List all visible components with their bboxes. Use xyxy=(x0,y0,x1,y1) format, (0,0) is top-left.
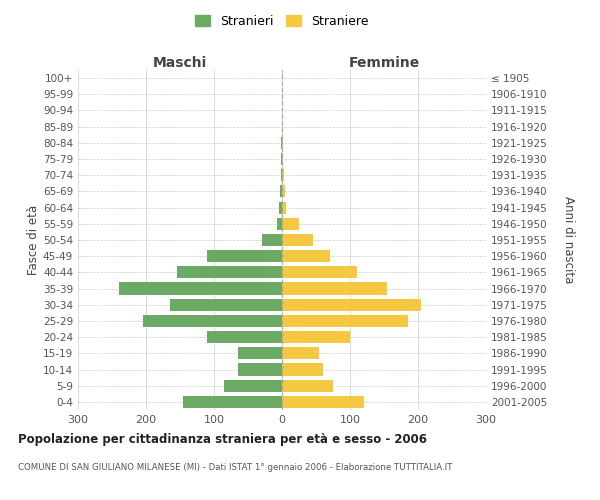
Bar xyxy=(238,348,282,360)
Bar xyxy=(282,266,357,278)
Bar xyxy=(279,202,282,213)
Y-axis label: Fasce di età: Fasce di età xyxy=(27,205,40,275)
Bar xyxy=(184,396,282,408)
Bar xyxy=(280,186,282,198)
Bar xyxy=(143,315,282,327)
Bar xyxy=(281,153,282,165)
Text: Femmine: Femmine xyxy=(349,56,419,70)
Bar xyxy=(119,282,282,294)
Bar xyxy=(282,186,285,198)
Bar xyxy=(282,250,329,262)
Bar xyxy=(282,218,299,230)
Bar xyxy=(262,234,282,246)
Text: Popolazione per cittadinanza straniera per età e sesso - 2006: Popolazione per cittadinanza straniera p… xyxy=(18,432,427,446)
Bar xyxy=(281,169,282,181)
Bar xyxy=(282,120,283,132)
Bar xyxy=(282,298,421,311)
Bar xyxy=(282,282,388,294)
Bar xyxy=(282,315,408,327)
Bar xyxy=(281,137,282,149)
Bar xyxy=(207,250,282,262)
Bar xyxy=(282,153,283,165)
Bar xyxy=(176,266,282,278)
Bar xyxy=(277,218,282,230)
Bar xyxy=(282,380,333,392)
Bar xyxy=(282,202,286,213)
Bar xyxy=(282,396,364,408)
Bar xyxy=(282,169,284,181)
Y-axis label: Anni di nascita: Anni di nascita xyxy=(562,196,575,284)
Bar xyxy=(238,364,282,376)
Bar xyxy=(282,137,283,149)
Bar xyxy=(170,298,282,311)
Bar xyxy=(282,364,323,376)
Legend: Stranieri, Straniere: Stranieri, Straniere xyxy=(191,11,373,32)
Bar xyxy=(282,234,313,246)
Text: Maschi: Maschi xyxy=(153,56,207,70)
Bar xyxy=(282,331,350,343)
Bar xyxy=(224,380,282,392)
Text: COMUNE DI SAN GIULIANO MILANESE (MI) - Dati ISTAT 1° gennaio 2006 - Elaborazione: COMUNE DI SAN GIULIANO MILANESE (MI) - D… xyxy=(18,462,452,471)
Bar xyxy=(207,331,282,343)
Bar xyxy=(282,348,319,360)
